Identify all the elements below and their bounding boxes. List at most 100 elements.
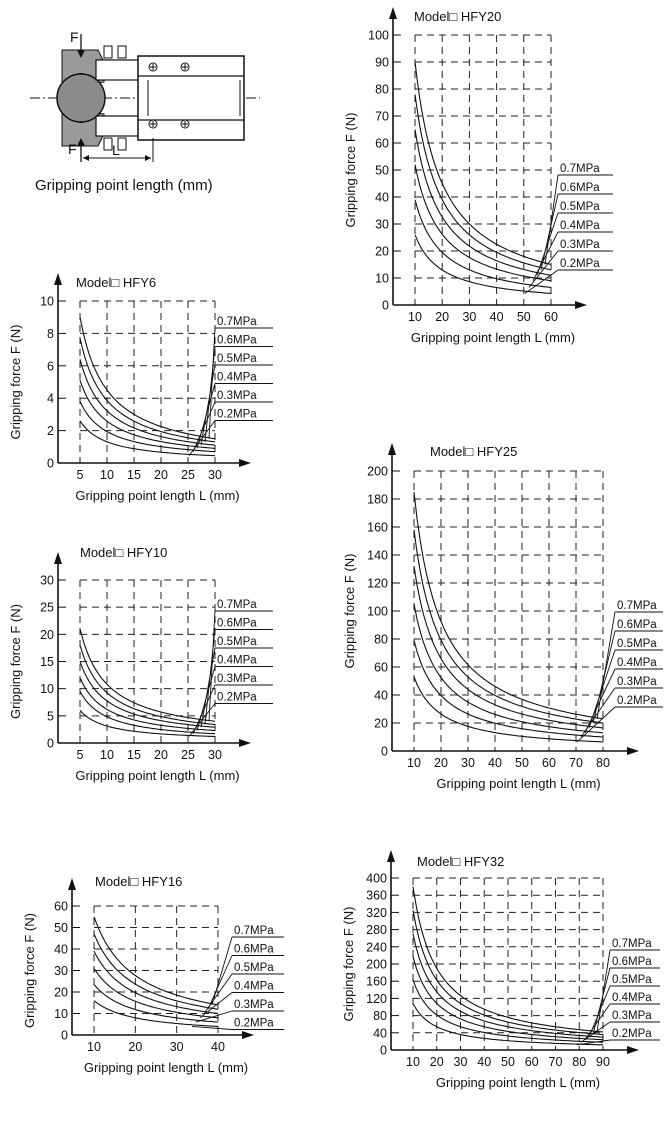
series-line-0-7mpa bbox=[412, 886, 604, 1033]
legend-leader bbox=[188, 420, 216, 456]
y-tick-label: 240 bbox=[366, 940, 387, 954]
chart-4: 10 20 30 40 50 60 0 10 20 30 40 50 60 70 80 90 100 Model□… bbox=[343, 7, 613, 345]
chart-title: Model□ HFY16 bbox=[95, 874, 182, 889]
x-tick-label: 80 bbox=[596, 756, 610, 770]
y-tick-label: 40 bbox=[373, 1026, 387, 1040]
y-tick-label: 40 bbox=[374, 689, 388, 703]
x-tick-label: 80 bbox=[572, 1055, 586, 1069]
y-tick-label: 160 bbox=[367, 521, 388, 535]
series-line-0-5mpa bbox=[79, 661, 216, 728]
y-tick-label: 0 bbox=[382, 299, 389, 313]
legend-leader bbox=[524, 269, 559, 294]
chart-2: 5 10 15 20 25 30 0 5 10 15 20 25 30 Model□ HFY10 Gripp… bbox=[8, 545, 273, 783]
legend-leader bbox=[192, 401, 216, 452]
y-tick-label: 80 bbox=[374, 633, 388, 647]
x-axis-label: Gripping point length L (mm) bbox=[75, 768, 239, 783]
chart-title: Model□ HFY20 bbox=[414, 9, 501, 24]
x-tick-label: 30 bbox=[461, 756, 475, 770]
y-axis-label: Gripping force F (N) bbox=[8, 604, 23, 719]
legend-label: 0.2MPa bbox=[617, 695, 657, 707]
y-axis-arrow bbox=[54, 273, 62, 285]
y-tick-label: 160 bbox=[366, 975, 387, 989]
y-tick-label: 400 bbox=[366, 872, 387, 886]
y-tick-label: 120 bbox=[366, 992, 387, 1006]
y-tick-label: 20 bbox=[40, 628, 54, 642]
legend-label: 0.6MPa bbox=[217, 618, 257, 630]
diagram-caption: Gripping point length (mm) bbox=[35, 177, 213, 194]
y-tick-label: 50 bbox=[375, 164, 389, 178]
legend-label: 0.7MPa bbox=[217, 316, 257, 328]
x-tick-label: 50 bbox=[501, 1055, 515, 1069]
series-line-0-3mpa bbox=[93, 984, 219, 1023]
y-tick-label: 8 bbox=[47, 327, 54, 341]
legend-label: 0.5MPa bbox=[217, 353, 257, 365]
x-axis-label: Gripping point length L (mm) bbox=[84, 1060, 248, 1075]
y-tick-label: 280 bbox=[366, 923, 387, 937]
workpiece-circle bbox=[56, 73, 106, 123]
y-tick-label: 15 bbox=[40, 655, 54, 669]
y-tick-label: 60 bbox=[374, 661, 388, 675]
y-axis-label: Gripping force F (N) bbox=[22, 913, 37, 1028]
series-line-0-2mpa bbox=[79, 710, 216, 738]
series-line-0-7mpa bbox=[79, 317, 216, 440]
y-tick-label: 180 bbox=[367, 493, 388, 507]
series-line-0-7mpa bbox=[93, 916, 219, 1006]
series-line-0-5mpa bbox=[79, 359, 216, 446]
series-line-0-4mpa bbox=[412, 956, 604, 1041]
series-line-0-4mpa bbox=[79, 380, 216, 449]
x-tick-label: 40 bbox=[211, 1040, 225, 1054]
legend-label: 0.7MPa bbox=[560, 163, 600, 175]
x-tick-label: 40 bbox=[488, 756, 502, 770]
x-tick-label: 70 bbox=[569, 756, 583, 770]
y-tick-label: 5 bbox=[47, 709, 54, 723]
legend-label: 0.2MPa bbox=[560, 258, 600, 270]
y-tick-label: 40 bbox=[54, 943, 68, 957]
y-tick-label: 100 bbox=[368, 29, 389, 43]
y-tick-label: 60 bbox=[375, 137, 389, 151]
length-label: L bbox=[112, 142, 120, 158]
legend-label: 0.7MPa bbox=[234, 925, 274, 937]
legend-label: 0.7MPa bbox=[217, 599, 257, 611]
y-tick-label: 40 bbox=[375, 191, 389, 205]
legend-leader bbox=[540, 193, 559, 270]
legend-leader bbox=[580, 687, 616, 738]
chart-title: Model□ HFY6 bbox=[76, 275, 156, 290]
x-tick-label: 20 bbox=[154, 468, 168, 482]
legend-label: 0.6MPa bbox=[612, 956, 652, 968]
y-tick-label: 20 bbox=[374, 717, 388, 731]
chart-5: 10 20 30 40 50 60 70 80 0 20 40 60 80 100 120 140 160 180… bbox=[342, 443, 663, 791]
x-axis-arrow bbox=[627, 1046, 639, 1054]
x-tick-label: 20 bbox=[128, 1040, 142, 1054]
legend-leader bbox=[207, 955, 233, 1010]
y-tick-label: 140 bbox=[367, 549, 388, 563]
legend-label: 0.2MPa bbox=[217, 692, 257, 704]
series-line-0-6mpa bbox=[413, 529, 604, 724]
y-axis-arrow bbox=[387, 850, 395, 862]
x-axis-arrow bbox=[627, 747, 639, 755]
y-tick-label: 320 bbox=[366, 906, 387, 920]
legend-label: 0.2MPa bbox=[612, 1028, 652, 1040]
legend-leader bbox=[544, 174, 559, 265]
y-axis-label: Gripping force F (N) bbox=[342, 554, 357, 669]
legend-label: 0.5MPa bbox=[560, 201, 600, 213]
y-tick-label: 2 bbox=[47, 424, 54, 438]
y-axis-label: Gripping force F (N) bbox=[8, 325, 23, 440]
gripper-diagram: F F L Gripping point length (mm) bbox=[30, 29, 260, 194]
legend-leader bbox=[200, 364, 216, 446]
series-line-0-6mpa bbox=[79, 645, 216, 726]
x-axis-label: Gripping point length L (mm) bbox=[436, 776, 600, 791]
x-tick-label: 10 bbox=[407, 756, 421, 770]
x-tick-label: 60 bbox=[525, 1055, 539, 1069]
x-axis-arrow bbox=[239, 739, 251, 747]
series-line-0-5mpa bbox=[412, 933, 604, 1038]
series-line-0-3mpa bbox=[79, 401, 216, 453]
y-tick-label: 120 bbox=[367, 577, 388, 591]
y-tick-label: 0 bbox=[47, 737, 54, 751]
legend-label: 0.4MPa bbox=[234, 981, 274, 993]
x-tick-label: 60 bbox=[542, 756, 556, 770]
x-tick-label: 40 bbox=[477, 1055, 491, 1069]
legend-label: 0.2MPa bbox=[217, 409, 257, 421]
x-tick-label: 70 bbox=[549, 1055, 563, 1069]
x-axis-arrow bbox=[239, 459, 251, 467]
legend-leader bbox=[203, 973, 233, 1014]
